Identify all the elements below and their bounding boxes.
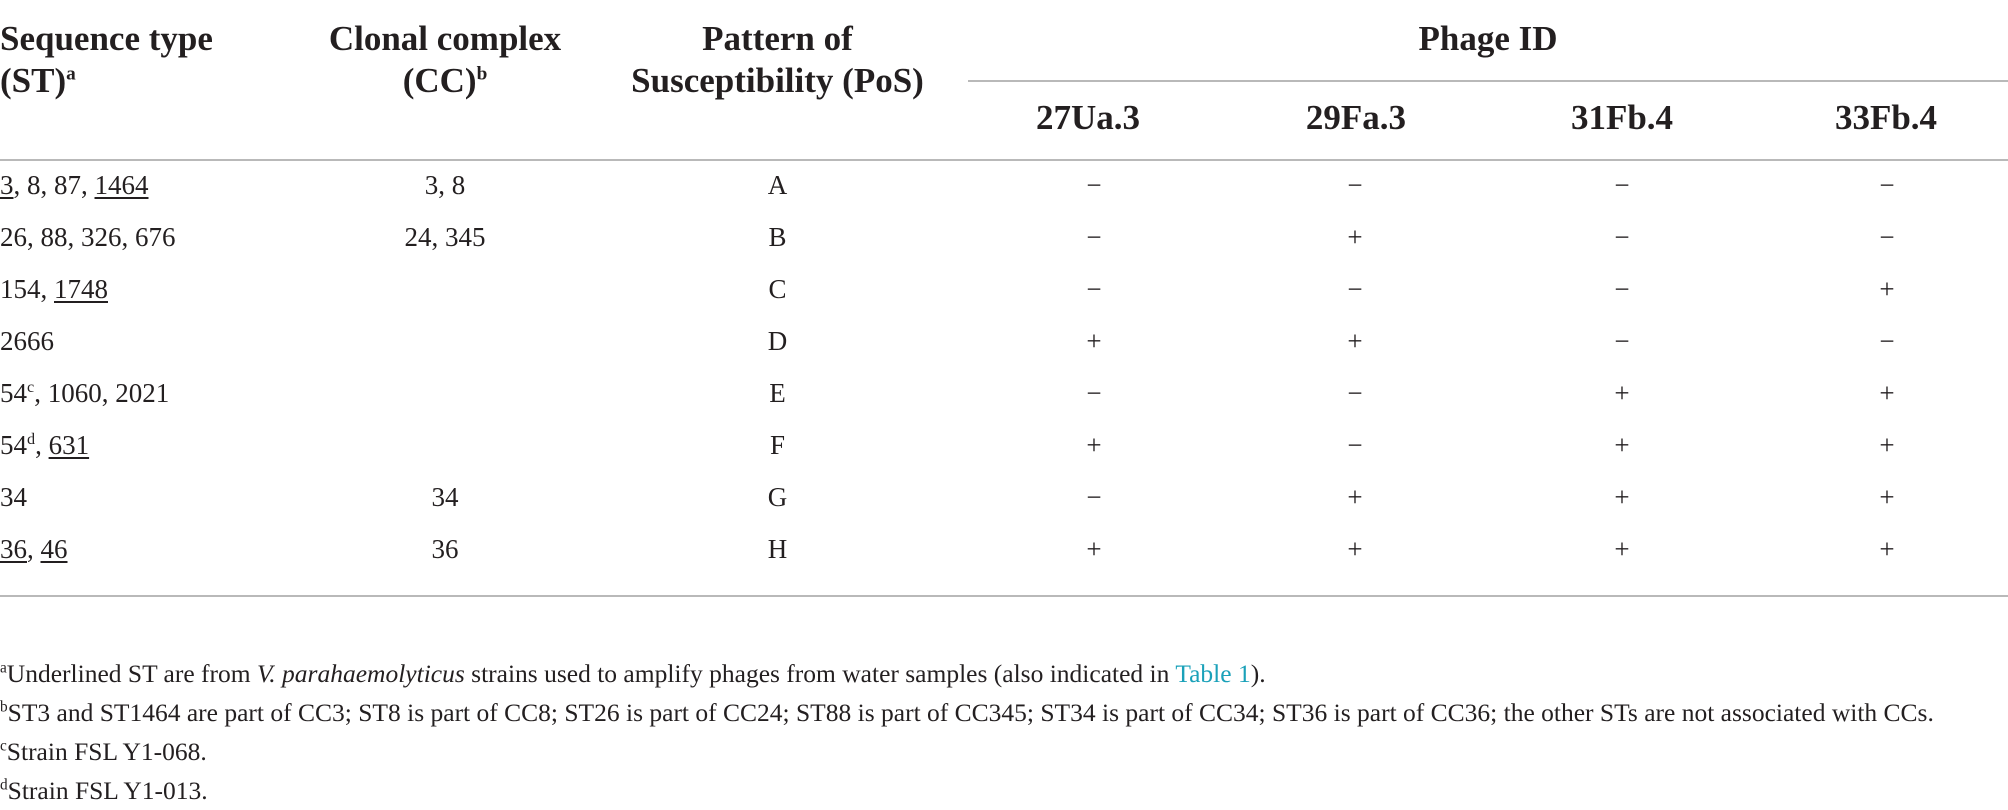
header-phage-4: 33Fb.4 [1834, 98, 1938, 137]
st-value: , 1060, 2021 [34, 378, 170, 408]
header-clonal-complex-line2: (CC)b [402, 61, 488, 100]
cell-phage-susceptibility: + [1347, 326, 1363, 356]
cell-phage-susceptibility: + [1879, 378, 1895, 408]
cell-phage-susceptibility: + [1347, 482, 1363, 512]
cell-phage-susceptibility: + [1086, 430, 1102, 460]
st-value: , [27, 534, 41, 564]
cell-sequence-type: 34 [0, 480, 27, 514]
cell-phage-susceptibility: − [1614, 170, 1630, 200]
st-value: 631 [48, 430, 90, 460]
cell-phage-susceptibility: + [1086, 534, 1102, 564]
cell-phage-susceptibility: − [1879, 222, 1895, 252]
st-value: 54 [0, 378, 27, 408]
cell-phage-susceptibility: + [1879, 274, 1895, 304]
footnote-b: bST3 and ST1464 are part of CC3; ST8 is … [0, 698, 1934, 727]
footnote-ref: c [27, 378, 35, 396]
cell-phage-susceptibility: − [1347, 170, 1363, 200]
header-phage-1: 27Ua.3 [1035, 98, 1141, 137]
cell-sequence-type: 26, 88, 326, 676 [0, 220, 176, 254]
cell-phage-susceptibility: − [1614, 222, 1630, 252]
st-value: , 8, 87, [13, 170, 95, 200]
cell-phage-susceptibility: + [1347, 534, 1363, 564]
cell-pattern: F [769, 430, 786, 460]
cell-pattern: G [767, 482, 788, 512]
cell-phage-susceptibility: − [1086, 274, 1102, 304]
cell-sequence-type: 54c, 1060, 2021 [0, 376, 169, 410]
cell-phage-susceptibility: − [1614, 326, 1630, 356]
cell-phage-susceptibility: + [1614, 534, 1630, 564]
table-1-link[interactable]: Table 1 [1175, 659, 1251, 688]
header-clonal-complex-line1: Clonal complex [328, 19, 562, 58]
cell-phage-susceptibility: − [1614, 274, 1630, 304]
cell-clonal-complex: 3, 8 [424, 170, 466, 200]
cell-phage-susceptibility: + [1879, 430, 1895, 460]
cell-phage-susceptibility: − [1347, 378, 1363, 408]
table-bottom-rule [0, 595, 2008, 597]
cell-phage-susceptibility: + [1347, 222, 1363, 252]
cell-phage-susceptibility: − [1347, 430, 1363, 460]
st-value: 26, 88, 326, 676 [0, 222, 176, 252]
header-pos-line2: Susceptibility (PoS) [631, 61, 924, 100]
phage-id-rule [968, 80, 2008, 82]
header-pattern-of-susceptibility: Pattern of Susceptibility (PoS) [610, 18, 945, 102]
cell-clonal-complex: 34 [431, 482, 459, 512]
cell-sequence-type: 54d, 631 [0, 428, 89, 462]
cell-pattern: H [767, 534, 788, 564]
footnote-c: cStrain FSL Y1-068. [0, 737, 207, 766]
cell-phage-susceptibility: − [1879, 170, 1895, 200]
header-pos-line1: Pattern of [702, 19, 853, 58]
header-phage-id: Phage ID [1418, 19, 1558, 58]
cell-phage-susceptibility: − [1086, 222, 1102, 252]
footnote-d: dStrain FSL Y1-013. [0, 776, 208, 805]
cell-sequence-type: 36, 46 [0, 532, 68, 566]
cell-pattern: E [769, 378, 786, 408]
cell-phage-susceptibility: + [1879, 482, 1895, 512]
cell-sequence-type: 154, 1748 [0, 272, 108, 306]
st-value: 46 [40, 534, 68, 564]
cell-phage-susceptibility: − [1086, 482, 1102, 512]
header-sequence-type-line2: (ST)a [0, 61, 76, 100]
st-value: 36 [0, 534, 27, 564]
cell-phage-susceptibility: + [1614, 378, 1630, 408]
cell-phage-susceptibility: − [1086, 170, 1102, 200]
header-sequence-type-line1: Sequence type [0, 19, 213, 58]
st-value: , [35, 430, 49, 460]
header-bottom-rule [0, 159, 2008, 161]
st-value: 34 [0, 482, 27, 512]
header-clonal-complex: Clonal complex (CC)b [300, 18, 590, 102]
cell-pattern: B [768, 222, 787, 252]
footnote-a: aUnderlined ST are from V. parahaemolyti… [0, 659, 1266, 688]
footnote-ref-a: a [66, 63, 76, 85]
cell-sequence-type: 2666 [0, 324, 54, 358]
header-phage-2: 29Fa.3 [1305, 98, 1407, 137]
cell-clonal-complex: 36 [431, 534, 459, 564]
footnote-ref: d [27, 430, 36, 448]
st-value: 3 [0, 170, 14, 200]
cell-phage-susceptibility: − [1086, 378, 1102, 408]
cell-sequence-type: 3, 8, 87, 1464 [0, 168, 149, 202]
st-value: 1748 [54, 274, 108, 304]
cell-phage-susceptibility: + [1879, 534, 1895, 564]
cell-phage-susceptibility: − [1347, 274, 1363, 304]
cell-pattern: D [767, 326, 788, 356]
cell-phage-susceptibility: + [1614, 430, 1630, 460]
st-value: 54 [0, 430, 27, 460]
st-value: 154, [0, 274, 54, 304]
footnote-ref-b: b [476, 63, 488, 85]
cell-pattern: A [767, 170, 788, 200]
cell-clonal-complex: 24, 345 [404, 222, 486, 252]
st-value: 1464 [94, 170, 149, 200]
st-value: 2666 [0, 326, 54, 356]
header-sequence-type: Sequence type (ST)a [0, 18, 213, 102]
cell-phage-susceptibility: + [1614, 482, 1630, 512]
header-phage-3: 31Fb.4 [1570, 98, 1674, 137]
cell-pattern: C [768, 274, 787, 304]
cell-phage-susceptibility: + [1086, 326, 1102, 356]
cell-phage-susceptibility: − [1879, 326, 1895, 356]
